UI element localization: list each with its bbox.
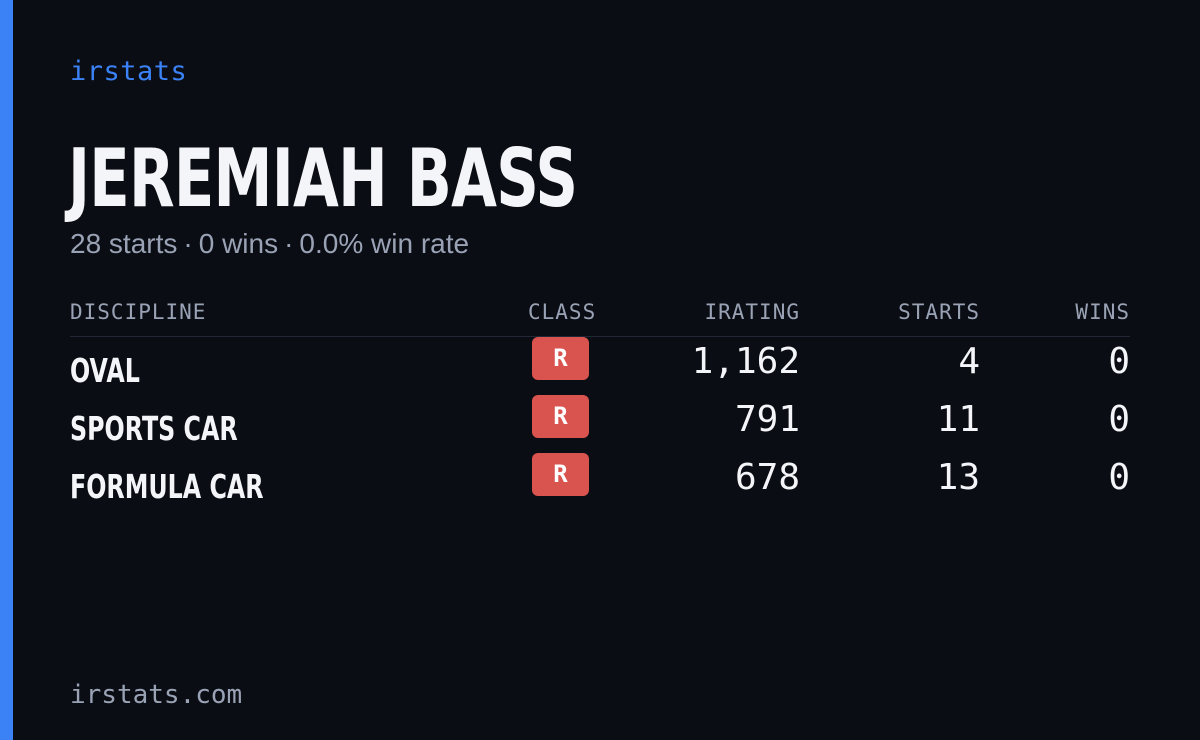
separator: · (284, 228, 294, 259)
header-discipline: DISCIPLINE (70, 300, 207, 324)
starts-count: 28 starts (70, 228, 178, 259)
license-class-badge: R (532, 395, 589, 438)
win-rate: 0.0% win rate (299, 228, 470, 259)
irating-value: 791 (734, 399, 800, 440)
driver-name: JEREMIAH BASS (68, 132, 578, 225)
license-class-badge: R (532, 337, 589, 380)
starts-value: 11 (936, 399, 980, 440)
header-starts: STARTS (898, 300, 980, 324)
wins-value: 0 (1108, 399, 1130, 440)
starts-value: 4 (958, 341, 980, 382)
table-row: OVAL R 1,162 4 0 (70, 337, 1130, 395)
discipline-name: SPORTS CAR (70, 409, 238, 448)
separator: · (183, 228, 193, 259)
header-irating: IRATING (704, 300, 800, 324)
table-row: SPORTS CAR R 791 11 0 (70, 395, 1130, 453)
accent-bar (0, 0, 13, 740)
discipline-name: FORMULA CAR (70, 467, 264, 506)
header-wins: WINS (1075, 300, 1130, 324)
discipline-name: OVAL (70, 351, 140, 390)
wins-value: 0 (1108, 341, 1130, 382)
irating-value: 1,162 (691, 341, 800, 382)
starts-value: 13 (936, 457, 980, 498)
table-header: DISCIPLINE CLASS IRATING STARTS WINS (70, 298, 1130, 337)
discipline-table: DISCIPLINE CLASS IRATING STARTS WINS OVA… (70, 298, 1130, 511)
footer-url[interactable]: irstats.com (70, 680, 243, 710)
wins-value: 0 (1108, 457, 1130, 498)
license-class-badge: R (532, 453, 589, 496)
header-class: CLASS (528, 300, 597, 324)
brand-logo[interactable]: irstats (70, 56, 188, 87)
driver-summary: 28 starts · 0 wins · 0.0% win rate (70, 228, 469, 260)
irating-value: 678 (734, 457, 800, 498)
table-row: FORMULA CAR R 678 13 0 (70, 453, 1130, 511)
wins-count: 0 wins (198, 228, 279, 259)
